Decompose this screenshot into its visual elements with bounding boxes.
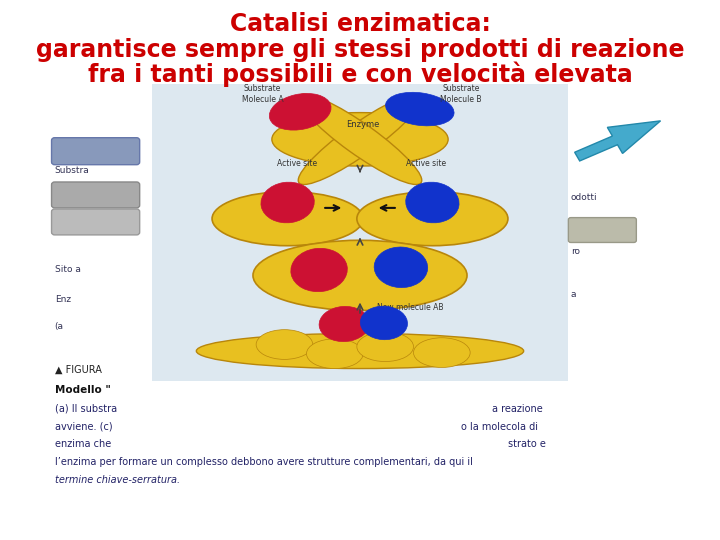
FancyBboxPatch shape xyxy=(568,218,636,242)
Text: garantisce sempre gli stessi prodotti di reazione: garantisce sempre gli stessi prodotti di… xyxy=(36,38,684,62)
Ellipse shape xyxy=(357,332,413,362)
Ellipse shape xyxy=(298,94,422,185)
Ellipse shape xyxy=(267,198,308,228)
Text: strato e: strato e xyxy=(508,440,546,449)
Text: ro: ro xyxy=(571,247,580,255)
Ellipse shape xyxy=(307,339,363,368)
Text: avviene. (c): avviene. (c) xyxy=(55,422,112,431)
Text: Active site: Active site xyxy=(406,159,446,167)
Text: termine chiave-serratura.: termine chiave-serratura. xyxy=(55,475,180,485)
FancyBboxPatch shape xyxy=(52,182,140,208)
Text: Sito a: Sito a xyxy=(55,266,81,274)
Text: Substrate
Molecule A: Substrate Molecule A xyxy=(242,84,283,104)
Ellipse shape xyxy=(412,198,453,228)
Ellipse shape xyxy=(360,306,408,340)
Text: Modello ": Modello " xyxy=(55,385,111,395)
Ellipse shape xyxy=(291,248,347,292)
Ellipse shape xyxy=(253,240,467,310)
Ellipse shape xyxy=(256,329,312,360)
Text: a reazione: a reazione xyxy=(492,404,543,414)
Text: Enz: Enz xyxy=(55,295,71,304)
Text: Substra: Substra xyxy=(55,166,89,174)
Ellipse shape xyxy=(298,94,422,185)
Text: odotti: odotti xyxy=(571,193,598,201)
Text: Catalisi enzimatica:: Catalisi enzimatica: xyxy=(230,12,490,36)
Text: ▲ FIGURA: ▲ FIGURA xyxy=(55,365,102,375)
Ellipse shape xyxy=(319,306,369,342)
Text: o la molecola di: o la molecola di xyxy=(461,422,538,431)
Ellipse shape xyxy=(261,182,314,223)
Text: Enzyme: Enzyme xyxy=(346,120,380,129)
Text: Substrate
Molecule B: Substrate Molecule B xyxy=(440,84,482,104)
FancyArrow shape xyxy=(575,121,660,161)
Ellipse shape xyxy=(269,93,331,130)
Ellipse shape xyxy=(406,182,459,223)
Ellipse shape xyxy=(413,338,470,367)
Text: (a: (a xyxy=(55,322,63,331)
Bar xyxy=(152,84,568,381)
Ellipse shape xyxy=(385,92,454,126)
Text: (a) Il substra: (a) Il substra xyxy=(55,404,117,414)
Text: l’enzima per formare un complesso debbono avere strutture complementari, da qui : l’enzima per formare un complesso debbon… xyxy=(55,457,472,467)
Text: a: a xyxy=(571,290,577,299)
Ellipse shape xyxy=(357,192,508,246)
Ellipse shape xyxy=(374,247,428,288)
Text: enzima che: enzima che xyxy=(55,440,111,449)
Ellipse shape xyxy=(197,333,523,368)
Text: Active site: Active site xyxy=(277,159,317,167)
Text: New molecule AB: New molecule AB xyxy=(377,303,444,312)
Ellipse shape xyxy=(272,112,448,166)
FancyBboxPatch shape xyxy=(52,209,140,235)
Ellipse shape xyxy=(212,192,363,246)
Text: fra i tanti possibili e con velocità elevata: fra i tanti possibili e con velocità ele… xyxy=(88,62,632,87)
FancyBboxPatch shape xyxy=(52,138,140,165)
